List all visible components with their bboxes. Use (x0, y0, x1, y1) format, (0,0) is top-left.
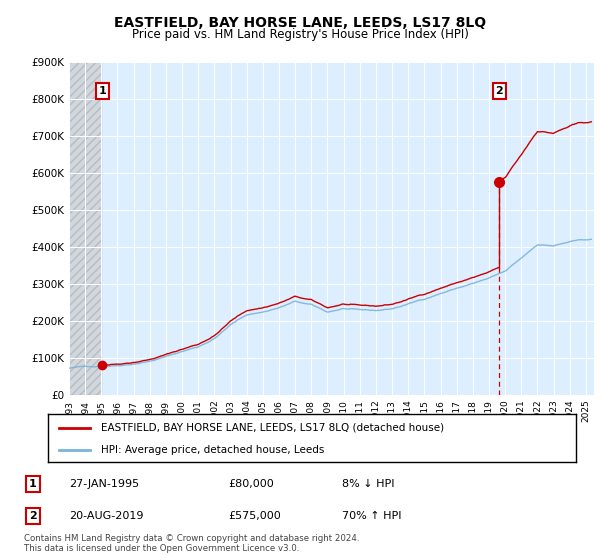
Text: £575,000: £575,000 (228, 511, 281, 521)
Text: 8% ↓ HPI: 8% ↓ HPI (342, 479, 395, 489)
Text: EASTFIELD, BAY HORSE LANE, LEEDS, LS17 8LQ (detached house): EASTFIELD, BAY HORSE LANE, LEEDS, LS17 8… (101, 423, 444, 433)
Text: HPI: Average price, detached house, Leeds: HPI: Average price, detached house, Leed… (101, 445, 324, 455)
Bar (69, 62, 103, 395)
Text: 70% ↑ HPI: 70% ↑ HPI (342, 511, 401, 521)
Text: EASTFIELD, BAY HORSE LANE, LEEDS, LS17 8LQ: EASTFIELD, BAY HORSE LANE, LEEDS, LS17 8… (114, 16, 486, 30)
Text: 2: 2 (496, 86, 503, 96)
Text: Price paid vs. HM Land Registry's House Price Index (HPI): Price paid vs. HM Land Registry's House … (131, 28, 469, 41)
Text: 27-JAN-1995: 27-JAN-1995 (69, 479, 139, 489)
Text: Contains HM Land Registry data © Crown copyright and database right 2024.
This d: Contains HM Land Registry data © Crown c… (24, 534, 359, 553)
Text: 1: 1 (98, 86, 106, 96)
Text: 20-AUG-2019: 20-AUG-2019 (69, 511, 143, 521)
Text: 2: 2 (29, 511, 37, 521)
Text: 1: 1 (29, 479, 37, 489)
Text: £80,000: £80,000 (228, 479, 274, 489)
